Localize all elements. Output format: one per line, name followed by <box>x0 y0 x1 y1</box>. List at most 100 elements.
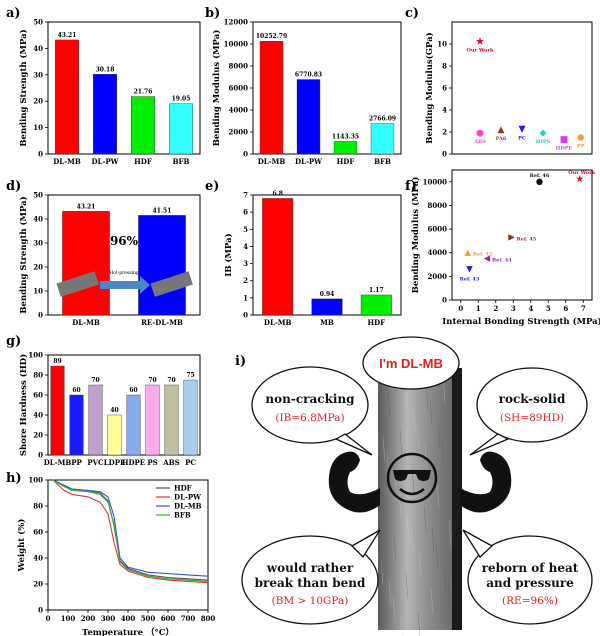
f-point-label: Ref. 42 <box>473 252 493 258</box>
board-grain-line <box>405 573 409 600</box>
c-point-label: HDPE <box>556 146 573 152</box>
bubble-left-bottom-title: would rather <box>266 561 354 575</box>
bubble-left-top: non-cracking (IB=6.8MPa) <box>251 366 373 456</box>
board-grain-line <box>400 618 403 636</box>
g-bar-label: 40 <box>110 407 118 414</box>
e-xtick-label: HDF <box>368 318 386 327</box>
a-ytick-label: 40 <box>33 44 43 53</box>
f-ytick-label: 6000 <box>428 225 448 234</box>
a-xtick-label: HDF <box>134 157 152 166</box>
g-bar-abs <box>164 384 179 456</box>
f-point-ref-44 <box>483 255 491 262</box>
e-bar-label: 1.17 <box>369 287 384 294</box>
b-bar-dl-pw <box>296 79 321 155</box>
illustration: I'm DL-MB non-cracking (IB=6.8MPa) rock-… <box>241 336 593 636</box>
board-grain-line <box>381 497 385 524</box>
a-ytick-label: 30 <box>33 70 43 79</box>
g-bar-pp <box>69 394 84 456</box>
e-bar-hdf <box>360 294 392 316</box>
a-bar-label: 30.18 <box>96 66 115 73</box>
f-point-label: Ref. 44 <box>492 258 512 264</box>
g-bar-label: 70 <box>167 377 175 384</box>
h-series-bfb <box>52 479 209 582</box>
h-ytick-label: 40 <box>33 554 43 563</box>
board-grain-line <box>410 528 414 555</box>
a-bar-hdf <box>131 96 155 155</box>
b-bar-label: 1143.35 <box>332 133 359 140</box>
c-point-label: HIPS <box>536 139 551 145</box>
c-point-our-work <box>476 37 484 45</box>
b-ytick-label: 8000 <box>229 62 249 71</box>
f-ytick-label: 0 <box>442 296 447 305</box>
g-ytick-label: 0 <box>38 451 43 460</box>
f-point-ref-43 <box>466 266 473 273</box>
bubble-left-top-sub: (IB=6.8MPa) <box>275 412 344 424</box>
c-point-label: PA6 <box>496 136 507 142</box>
h-xlabel: Temperature （°C） <box>82 627 174 636</box>
b-bar-label: 10252.79 <box>256 33 287 40</box>
f-ylabel: Bending Modulus (MPa) <box>410 177 421 294</box>
e-ytick-label: 1 <box>243 293 248 302</box>
d-ylabel: Bending Strength (MPa) <box>18 196 29 313</box>
panel-label-g: g) <box>6 334 21 349</box>
bubble-top-title: I'm DL-MB <box>379 356 443 371</box>
d-bar-dl-mb <box>62 211 110 316</box>
g-ytick-label: 20 <box>33 431 43 440</box>
f-xtick-label: 3 <box>511 304 516 313</box>
g-xtick-label: HDPE <box>122 458 145 467</box>
a-ytick-label: 20 <box>33 97 43 106</box>
bubble-right-top-sub: (SH=89HD) <box>500 412 564 424</box>
g-bar-label: 70 <box>91 377 99 384</box>
a-ylabel: Bending Strength (MPa) <box>18 29 29 146</box>
bubble-right-bottom: reborn of heat and pressure (RE=96%) <box>462 529 593 625</box>
chart-d: 43.21 DL-MB 41.51 RE-DL-MB 0 10 20 30 40 50 Bendin… <box>18 191 201 327</box>
c-point-pp <box>577 134 585 141</box>
h-legend-label: BFB <box>174 511 191 520</box>
charts: 43.21DL-MB30.18DL-PW21.76HDF19.05BFB0102… <box>16 18 600 636</box>
h-xtick-label: 700 <box>181 614 196 623</box>
f-point-label: Ref. 45 <box>517 236 537 242</box>
board-grain-line <box>392 596 396 623</box>
d-arrow-label: Hot-pressing <box>109 270 139 276</box>
h-ytick-label: 80 <box>33 502 43 511</box>
bubble-left-bottom-title2: break than bend <box>255 576 366 590</box>
board-grain-line <box>448 520 452 547</box>
f-ytick-label: 4000 <box>428 248 448 257</box>
b-ytick-label: 12000 <box>224 18 248 27</box>
c-point-label: ABS <box>473 139 486 145</box>
b-bar-bfb <box>370 123 395 155</box>
panel-label-h: h) <box>6 471 22 486</box>
h-xtick-label: 100 <box>61 614 76 623</box>
f-point-our-work <box>576 175 584 182</box>
board-grain-line <box>380 558 384 585</box>
board-grain-line <box>398 490 402 517</box>
a-xtick-label: DL-PW <box>91 157 118 166</box>
c-point-label: PC <box>518 135 526 141</box>
e-ytick-label: 7 <box>243 191 248 200</box>
bubble-right-top-title: rock-solid <box>499 392 566 406</box>
c-point-abs <box>476 129 484 137</box>
g-ytick-label: 60 <box>33 391 43 400</box>
c-frame <box>451 21 593 155</box>
board-grain-line <box>418 550 422 577</box>
a-bar-bfb <box>169 103 193 155</box>
c-ytick-label: 10 <box>437 40 447 49</box>
board-grain-line <box>435 543 439 570</box>
b-bar-label: 2766.09 <box>369 116 396 123</box>
a-bar-label: 21.76 <box>134 89 153 96</box>
g-ytick-label: 80 <box>33 371 43 380</box>
h-xtick-label: 0 <box>46 614 51 623</box>
g-bar-label: 60 <box>72 387 80 394</box>
h-xtick-label: 200 <box>81 614 96 623</box>
c-point-hips <box>539 129 547 137</box>
g-xtick-label: PS <box>147 458 157 467</box>
g-bar-label: 60 <box>129 387 137 394</box>
f-point-ref-45 <box>508 234 515 241</box>
h-xtick-label: 400 <box>121 614 136 623</box>
a-bar-label: 19.05 <box>172 96 191 103</box>
g-bar-label: 89 <box>53 358 61 365</box>
h-ytick-label: 60 <box>33 528 43 537</box>
